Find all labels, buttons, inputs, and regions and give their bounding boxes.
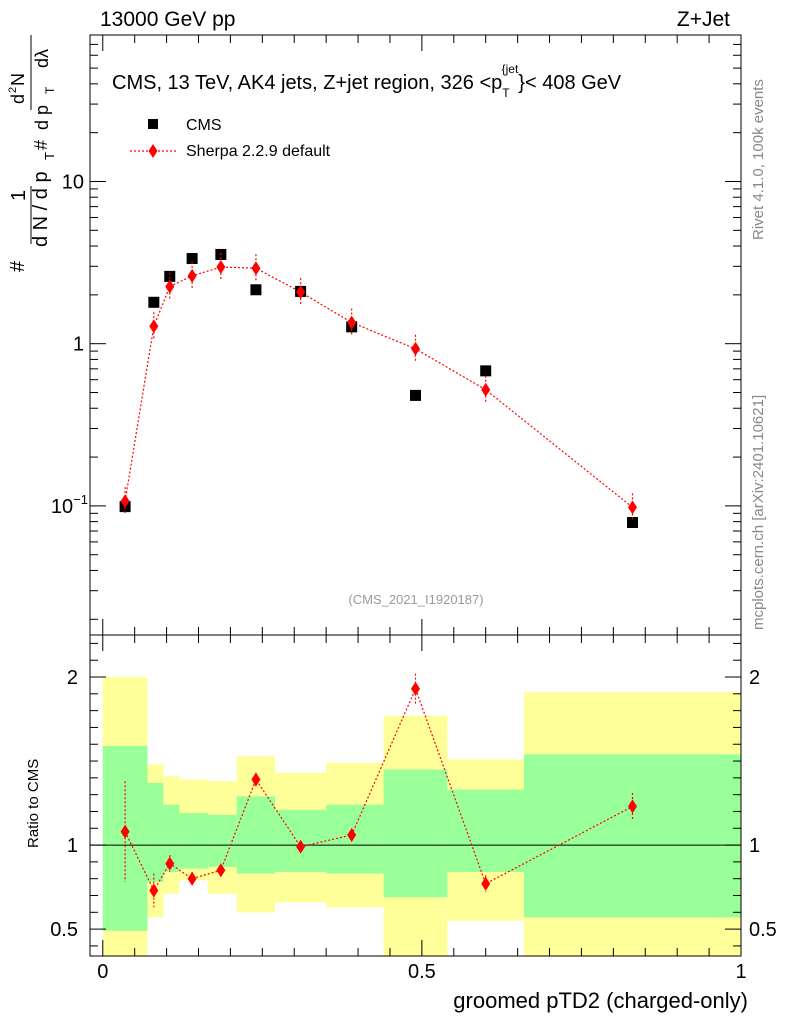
title-sup: {jet [502,62,519,76]
header-left: 13000 GeV pp [100,8,235,31]
inner-band [326,804,384,874]
sherpa-point [120,494,130,509]
plot-title: CMS, 13 TeV, AK4 jets, Z+jet region, 326… [112,62,622,100]
cms-point [186,253,198,265]
legend: CMS Sherpa 2.2.9 default [130,117,331,160]
legend-sherpa-marker [148,144,158,158]
legend-cms-label: CMS [186,117,222,134]
sherpa-point [481,382,491,397]
sherpa-point [411,341,420,356]
rivet-label: Rivet 4.1.0, 100k events [750,79,767,240]
sherpa-point [187,268,197,283]
inner-band [236,796,276,874]
cms-point [410,389,421,401]
legend-cms-marker [148,119,158,129]
ylabel-N: N [8,73,28,86]
header-right: Z+Jet [677,8,730,31]
ratio-point [481,876,491,891]
sherpa-line [124,266,633,508]
ratio-panel: 2 21 10.5 0.50 0.5 1 [50,635,777,983]
x-tick-label: 1 [735,961,746,983]
ylabel-d: d [8,94,28,104]
sherpa-point [216,260,226,275]
cms-point [627,517,638,529]
ylabel-sup2: 2 [7,87,19,93]
ratio-point [347,827,357,842]
ratio-point [216,863,226,878]
cms-point [480,365,492,377]
ratio-y-tick-label-right: 0.5 [749,919,777,941]
inner-band [179,813,209,869]
ylabel-T-1: T [42,152,57,160]
ratio-point [120,824,130,839]
inner-band [447,789,524,872]
main-panel: 10 1 10−1 [51,34,742,635]
inner-band [383,769,448,898]
inner-band [163,804,180,872]
ratio-point [187,871,197,886]
mcplots-label: mcplots.cern.ch [arXiv:2401.10621] [750,395,767,630]
xlabel: groomed pTD2 (charged-only) [453,988,748,1013]
ratio-point [411,681,420,696]
ratio-point [149,883,159,898]
x-tick-label: 0.5 [408,961,436,983]
ratio-point [165,856,175,871]
title-tail: }< 408 GeV [518,72,622,94]
ylabel-dN-dp: d N / d p [30,171,52,247]
ylabel-dlambda: dλ [32,49,52,68]
ratio-y-tick-label-left: 0.5 [50,919,78,941]
cms-point [148,296,160,308]
ylabel-dp: d p [32,105,52,130]
ratio-point [296,839,306,854]
y-tick-label: 1 [73,334,84,356]
analysis-watermark: (CMS_2021_I1920187) [348,592,483,607]
inner-band [524,754,741,918]
ratio-y-tick-label-right: 2 [749,667,760,689]
ratio-sherpa-line [124,687,633,892]
ylabel-one: 1 [8,190,30,201]
sherpa-point [347,315,357,330]
y-tick-label: 10−1 [51,492,88,518]
ratio-frame [89,634,742,957]
ylabel-T-2: T [43,86,57,94]
inner-band [147,782,164,883]
title-sub: T [502,86,510,100]
main-ylabel: # 1 d N / d p T # d 2 N d p T dλ [7,35,57,272]
sherpa-point [251,261,261,276]
ylabel-hash-2: # [31,140,51,150]
cms-point [250,284,262,296]
legend-sherpa-label: Sherpa 2.2.9 default [186,143,331,160]
sherpa-point [165,279,175,294]
ratio-point [628,799,637,814]
sherpa-point [149,319,159,334]
ratio-point [251,772,261,787]
ratio-y-tick-label-left: 2 [67,667,78,689]
ratio-y-tick-label-right: 1 [749,835,760,857]
x-tick-label: 0 [97,961,108,983]
title-main: CMS, 13 TeV, AK4 jets, Z+jet region, 326… [112,72,502,94]
sherpa-point [296,285,306,300]
sherpa-point [628,500,637,515]
ratio-y-tick-label-left: 1 [67,835,78,857]
cms-point [164,270,176,282]
y-tick-label: 10 [62,171,84,193]
ratio-ylabel: Ratio to CMS [25,759,42,848]
ylabel-hash-1: # [7,260,29,272]
